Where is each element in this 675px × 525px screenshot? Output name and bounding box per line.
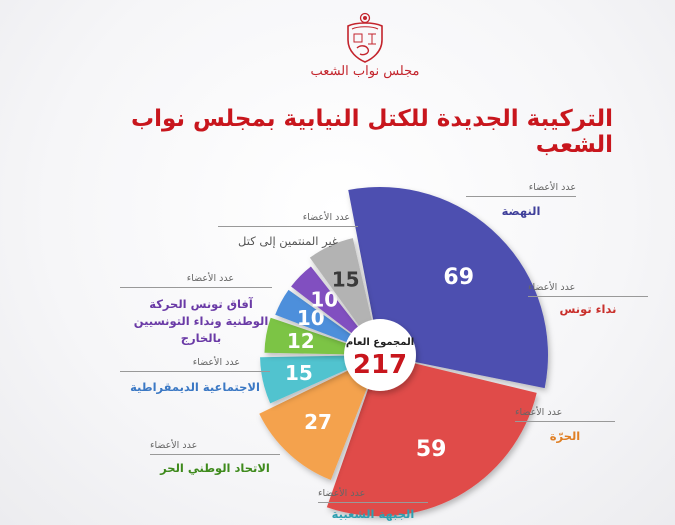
label-name-nidaa: نداء تونس (559, 302, 617, 316)
label-caption: عدد الأعضاء (515, 407, 563, 418)
label-divider (318, 502, 428, 503)
label-block-ennahdha: عدد الأعضاء النهضة (466, 182, 576, 220)
label-block-social-democrat: عدد الأعضاء الاجتماعية الديمقراطية (120, 357, 270, 396)
label-block-horra: عدد الأعضاء الحرّة (515, 407, 615, 445)
parliament-emblem (340, 12, 390, 64)
pie-slice-ennahdha (348, 187, 548, 389)
data-label-afek: 10 (310, 288, 338, 312)
label-caption: عدد الأعضاء (302, 212, 350, 223)
data-label-social-democrat: 10 (297, 306, 325, 330)
label-name-front: الجبهة الشعبية (331, 507, 415, 521)
pie-slice-social-democrat (275, 289, 354, 344)
label-block-upl: عدد الأعضاء الاتحاد الوطني الحر (150, 440, 280, 477)
label-name-upl: الاتحاد الوطني الحر (160, 461, 270, 475)
pie-slice-nidaa (326, 362, 537, 517)
label-block-independents: عدد الأعضاء غير المنتمين إلى كتل (218, 212, 358, 250)
label-name-ennahdha: النهضة (501, 204, 541, 218)
label-divider (515, 421, 615, 422)
label-caption: عدد الأعضاء (528, 182, 576, 193)
pie-slice-afek (291, 266, 361, 336)
total-value: 217 (353, 350, 407, 380)
data-label-horra: 27 (304, 410, 332, 434)
data-label-nidaa: 59 (416, 437, 447, 462)
label-caption: عدد الأعضاء (192, 357, 240, 368)
data-label-front: 15 (285, 361, 313, 385)
label-name-social-democrat: الاجتماعية الديمقراطية (130, 380, 260, 394)
label-caption: عدد الأعضاء (186, 273, 234, 284)
data-label-upl: 12 (287, 329, 315, 353)
label-divider (528, 296, 648, 297)
total-center-circle (344, 319, 416, 391)
pie-slice-front (260, 355, 351, 404)
label-block-front: عدد الأعضاء الجبهة الشعبية (318, 488, 428, 523)
label-divider (218, 226, 358, 227)
label-name-horra: الحرّة (549, 429, 581, 443)
emblem-caption: مجلس نواب الشعب (310, 64, 420, 79)
pie-slice-upl (264, 317, 350, 355)
pie-slice-horra (259, 369, 369, 480)
label-name-independents: غير المنتمين إلى كتل (238, 234, 338, 248)
label-divider (150, 454, 280, 455)
label-divider (120, 371, 270, 372)
label-caption: عدد الأعضاء (150, 440, 198, 451)
label-block-afek: عدد الأعضاء آفاق تونس الحركة الوطنية وند… (120, 273, 272, 347)
label-block-nidaa: عدد الأعضاء نداء تونس (528, 282, 648, 318)
data-label-independents: 15 (332, 267, 360, 291)
chart-title: التركيبة الجديدة للكتل النيابية بمجلس نو… (130, 106, 613, 158)
label-divider (120, 287, 272, 288)
label-caption: عدد الأعضاء (528, 282, 576, 293)
label-name-afek: آفاق تونس الحركة الوطنية ونداء التونسيين… (133, 297, 269, 345)
label-divider (466, 196, 576, 197)
pie-slice-independents (309, 238, 373, 330)
total-label: المجموع العام (346, 337, 414, 348)
data-label-ennahdha: 69 (443, 265, 474, 290)
label-caption: عدد الأعضاء (318, 488, 366, 499)
